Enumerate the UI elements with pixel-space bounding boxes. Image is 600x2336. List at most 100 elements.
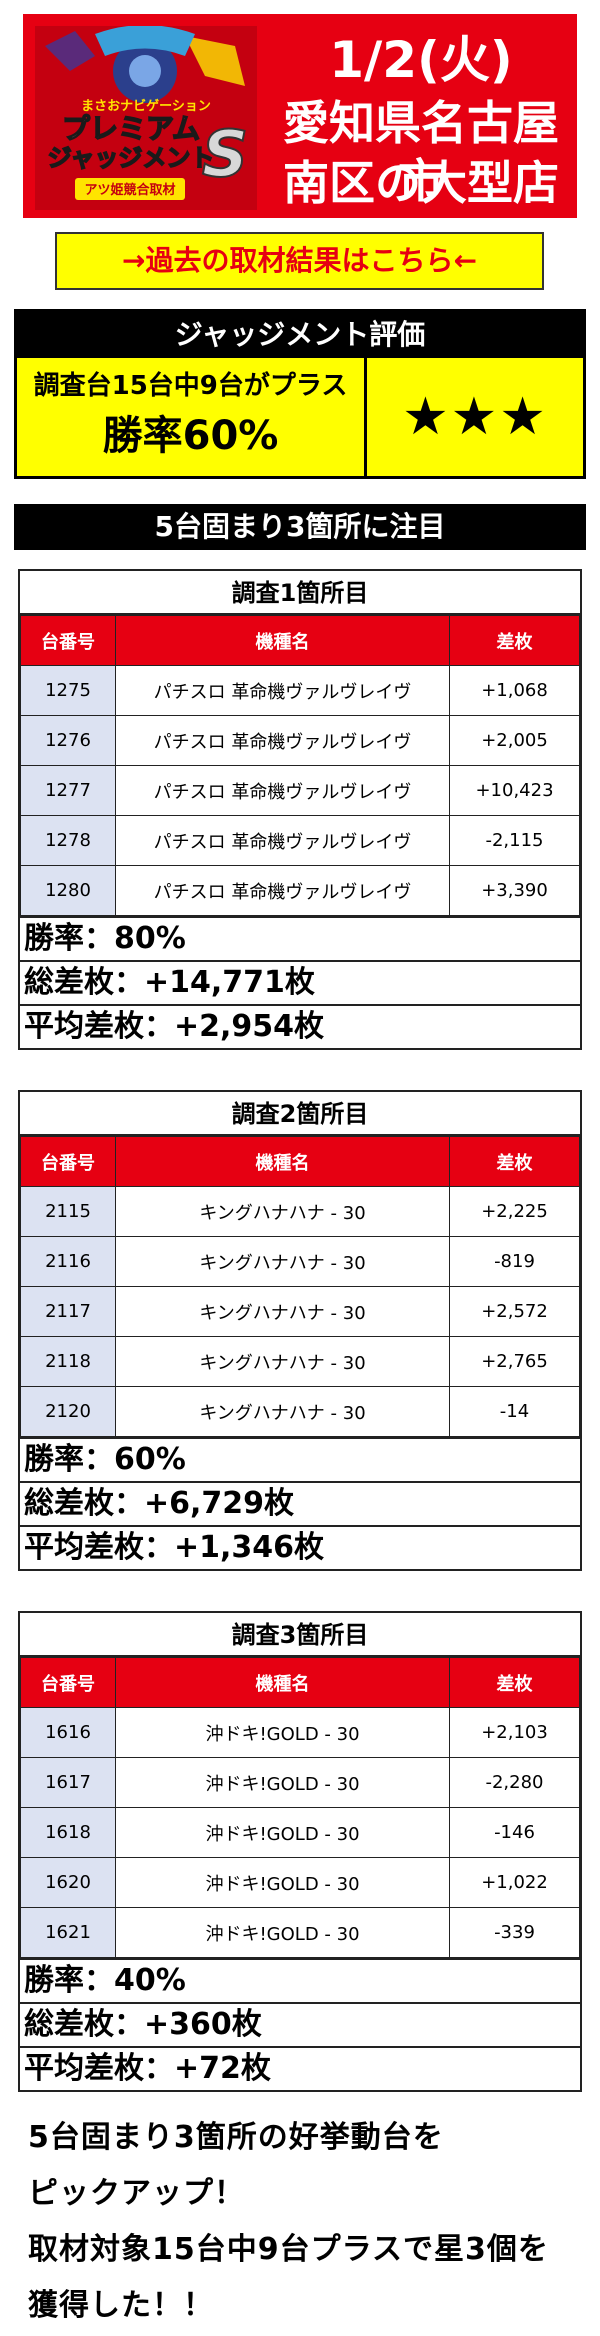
machine-no: 1275 (20, 665, 116, 716)
coin-diff: +2,005 (449, 715, 580, 766)
survey-total-diff: 総差枚：+6,729枚 (20, 1481, 580, 1525)
focus-banner: 5台固まり3箇所に注目 (14, 504, 586, 550)
survey-table: 台番号 機種名 差枚 1616 沖ドキ!GOLD - 30 +2,103 1617 沖… (20, 1657, 580, 1958)
column-header-model: 機種名 (115, 1657, 450, 1708)
machine-no: 1280 (20, 865, 116, 916)
judgment-win-rate: 勝率60% (102, 413, 279, 459)
survey-average-diff: 平均差枚：+1,346枚 (20, 1525, 580, 1569)
judgment-description: 調査台15台中9台がプラス (33, 371, 348, 401)
model-name: 沖ドキ!GOLD - 30 (115, 1907, 450, 1958)
model-name: パチスロ 革命機ヴァルヴレイヴ (115, 665, 450, 716)
survey-average-diff: 平均差枚：+2,954枚 (20, 1004, 580, 1048)
column-header-diff: 差枚 (449, 1136, 580, 1187)
model-name: パチスロ 革命機ヴァルヴレイヴ (115, 765, 450, 816)
table-row: 1618 沖ドキ!GOLD - 30 -146 (20, 1807, 580, 1858)
table-row: 2120 キングハナハナ - 30 -14 (20, 1386, 580, 1437)
closing-line: 5台固まり3箇所の好挙動台を (28, 2120, 444, 2155)
model-name: 沖ドキ!GOLD - 30 (115, 1707, 450, 1758)
survey-block-2: 調査2箇所目 台番号 機種名 差枚 2115 キングハナハナ - 30 +2,225… (18, 1090, 582, 1571)
model-name: 沖ドキ!GOLD - 30 (115, 1757, 450, 1808)
event-location-line2: 南区の大型店 (283, 156, 559, 210)
coin-diff: -339 (449, 1907, 580, 1958)
table-row: 2115 キングハナハナ - 30 +2,225 (20, 1186, 580, 1237)
model-name: パチスロ 革命機ヴァルヴレイヴ (115, 715, 450, 766)
coin-diff: -146 (449, 1807, 580, 1858)
event-location-line1: 愛知県名古屋市 (283, 96, 559, 208)
machine-no: 1617 (20, 1757, 116, 1808)
logo-main-text-1: プレミアム (62, 112, 200, 145)
survey-title: 調査2箇所目 (20, 1092, 580, 1136)
column-header-machine-no: 台番号 (20, 1657, 116, 1708)
machine-no: 2116 (20, 1236, 116, 1287)
machine-no: 1620 (20, 1857, 116, 1908)
event-date: 1/2(火) (329, 31, 513, 89)
logo-top-text: まさおナビゲーション (81, 98, 211, 114)
coin-diff: +2,103 (449, 1707, 580, 1758)
table-row: 1275 パチスロ 革命機ヴァルヴレイヴ +1,068 (20, 665, 580, 716)
column-header-diff: 差枚 (449, 1657, 580, 1708)
model-name: キングハナハナ - 30 (115, 1236, 450, 1287)
coin-diff: +2,765 (449, 1336, 580, 1387)
table-row: 1277 パチスロ 革命機ヴァルヴレイヴ +10,423 (20, 765, 580, 816)
judgment-summary: 調査台15台中9台がプラス 勝率60% (17, 358, 367, 476)
table-row: 1278 パチスロ 革命機ヴァルヴレイヴ -2,115 (20, 815, 580, 866)
machine-no: 1277 (20, 765, 116, 816)
table-row: 1616 沖ドキ!GOLD - 30 +2,103 (20, 1707, 580, 1758)
model-name: キングハナハナ - 30 (115, 1286, 450, 1337)
table-header-row: 台番号 機種名 差枚 (20, 1136, 580, 1187)
machine-no: 1621 (20, 1907, 116, 1958)
table-row: 1276 パチスロ 革命機ヴァルヴレイヴ +2,005 (20, 715, 580, 766)
coin-diff: +2,572 (449, 1286, 580, 1337)
coin-diff: -2,115 (449, 815, 580, 866)
column-header-diff: 差枚 (449, 615, 580, 666)
machine-no: 1276 (20, 715, 116, 766)
coin-diff: -14 (449, 1386, 580, 1437)
premium-judgment-logo: まさおナビゲーション プレミアム ジャッジメント S アツ姫競合取材 (35, 26, 257, 210)
survey-total-diff: 総差枚：+14,771枚 (20, 960, 580, 1004)
coin-diff: +2,225 (449, 1186, 580, 1237)
model-name: キングハナハナ - 30 (115, 1386, 450, 1437)
model-name: パチスロ 革命機ヴァルヴレイヴ (115, 815, 450, 866)
table-row: 2116 キングハナハナ - 30 -819 (20, 1236, 580, 1287)
coin-diff: -2,280 (449, 1757, 580, 1808)
judgment-star-rating: ★★★ (367, 358, 583, 476)
closing-line: 取材対象15台中9台プラスで星3個を (28, 2232, 549, 2267)
table-row: 1280 パチスロ 革命機ヴァルヴレイヴ +3,390 (20, 865, 580, 916)
survey-block-3: 調査3箇所目 台番号 機種名 差枚 1616 沖ドキ!GOLD - 30 +2,10… (18, 1611, 582, 2092)
machine-no: 2115 (20, 1186, 116, 1237)
machine-no: 2120 (20, 1386, 116, 1437)
survey-table: 台番号 機種名 差枚 1275 パチスロ 革命機ヴァルヴレイヴ +1,068 127… (20, 615, 580, 916)
machine-no: 1616 (20, 1707, 116, 1758)
survey-total-diff: 総差枚：+360枚 (20, 2002, 580, 2046)
table-row: 2117 キングハナハナ - 30 +2,572 (20, 1286, 580, 1337)
model-name: パチスロ 革命機ヴァルヴレイヴ (115, 865, 450, 916)
coin-diff: +3,390 (449, 865, 580, 916)
closing-line: 獲得した！！ (28, 2288, 214, 2323)
coin-diff: -819 (449, 1236, 580, 1287)
table-row: 1621 沖ドキ!GOLD - 30 -339 (20, 1907, 580, 1958)
judgment-title: ジャッジメント評価 (17, 312, 583, 358)
column-header-machine-no: 台番号 (20, 615, 116, 666)
survey-win-rate: 勝率：40% (20, 1958, 580, 2002)
column-header-machine-no: 台番号 (20, 1136, 116, 1187)
machine-no: 1278 (20, 815, 116, 866)
table-header-row: 台番号 機種名 差枚 (20, 1657, 580, 1708)
machine-no: 1618 (20, 1807, 116, 1858)
closing-line: ピックアップ！ (28, 2176, 245, 2211)
table-row: 1620 沖ドキ!GOLD - 30 +1,022 (20, 1857, 580, 1908)
logo-main-text-2: ジャッジメント (48, 144, 215, 172)
machine-no: 2117 (20, 1286, 116, 1337)
coin-diff: +10,423 (449, 765, 580, 816)
survey-table: 台番号 機種名 差枚 2115 キングハナハナ - 30 +2,225 2116 キン… (20, 1136, 580, 1437)
model-name: 沖ドキ!GOLD - 30 (115, 1857, 450, 1908)
survey-block-1: 調査1箇所目 台番号 機種名 差枚 1275 パチスロ 革命機ヴァルヴレイヴ +1,… (18, 569, 582, 1050)
survey-win-rate: 勝率：60% (20, 1437, 580, 1481)
model-name: キングハナハナ - 30 (115, 1336, 450, 1387)
logo-badge-text: アツ姫競合取材 (84, 182, 175, 198)
closing-comment: 5台固まり3箇所の好挙動台を ピックアップ！ 取材対象15台中9台プラスで星3個… (28, 2110, 568, 2334)
table-header-row: 台番号 機種名 差枚 (20, 615, 580, 666)
survey-title: 調査1箇所目 (20, 571, 580, 615)
table-row: 1617 沖ドキ!GOLD - 30 -2,280 (20, 1757, 580, 1808)
past-results-link[interactable]: →過去の取材結果はこちら← (55, 232, 544, 290)
machine-no: 2118 (20, 1336, 116, 1387)
